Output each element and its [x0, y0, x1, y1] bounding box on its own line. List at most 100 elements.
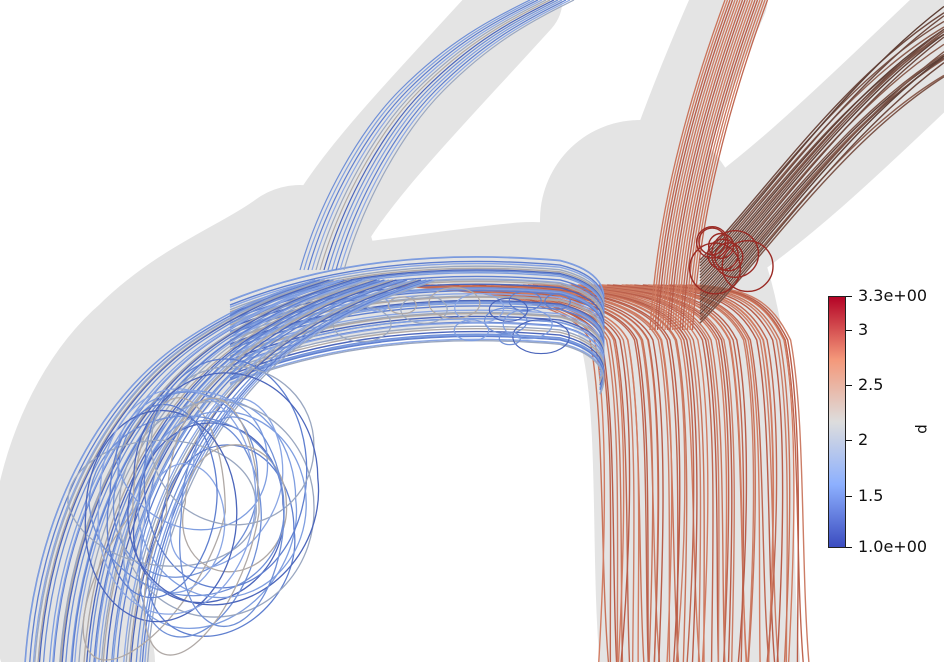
- colorbar: [828, 296, 846, 548]
- streamline: [493, 284, 673, 662]
- streamline: [699, 76, 944, 324]
- streamline: [699, 74, 944, 318]
- streamline: [332, 306, 392, 343]
- streamline: [549, 284, 709, 662]
- streamline: [97, 387, 257, 615]
- colorbar-min-label: 1.0e+00: [858, 537, 928, 556]
- colorbar-tick: [846, 496, 852, 497]
- streamline: [38, 279, 330, 662]
- streamline: [684, 0, 761, 331]
- streamline: [319, 0, 551, 271]
- streamline: [323, 0, 555, 271]
- streamline: [707, 232, 735, 260]
- streamline: [688, 242, 742, 295]
- streamline: [229, 340, 605, 395]
- streamline: [699, 51, 944, 312]
- streamline: [674, 284, 789, 662]
- colorbar-max-label: 3.3e+00: [858, 286, 928, 305]
- streamline: [84, 409, 238, 623]
- streamline: [661, 0, 739, 331]
- streamline: [118, 400, 315, 618]
- streamline: [685, 284, 795, 662]
- colorbar-tick: [846, 385, 852, 386]
- streamline: [315, 0, 547, 271]
- streamline: [699, 33, 944, 291]
- streamline: [516, 284, 688, 662]
- streamline: [144, 279, 436, 662]
- streamline: [587, 284, 733, 662]
- streamline: [137, 410, 307, 599]
- streamline: [472, 284, 660, 662]
- colorbar-tick: [846, 547, 852, 548]
- streamline: [24, 279, 316, 662]
- streamline: [699, 43, 944, 294]
- streamline: [169, 397, 284, 569]
- streamline: [78, 279, 370, 662]
- streamline: [502, 308, 553, 340]
- streamline: [83, 279, 375, 662]
- colorbar-gradient: [828, 296, 846, 548]
- streamline: [674, 0, 751, 331]
- streamline: [538, 284, 702, 662]
- streamline: [649, 0, 726, 331]
- streamline: [229, 305, 605, 360]
- streamline: [74, 279, 365, 662]
- streamline: [143, 358, 308, 589]
- streamline: [229, 260, 605, 316]
- streamline: [135, 279, 427, 662]
- colorbar-tick-label: 2.5: [858, 375, 884, 394]
- streamline: [679, 284, 791, 662]
- colorbar-tick-label: 3: [858, 320, 869, 339]
- streamline: [711, 230, 760, 279]
- streamline: [387, 296, 417, 315]
- streamline: [714, 242, 744, 272]
- streamline: [143, 397, 260, 656]
- streamline: [483, 307, 528, 335]
- streamline: [686, 0, 764, 331]
- streamline: [147, 279, 438, 662]
- streamline: [116, 279, 408, 662]
- streamline: [331, 0, 563, 271]
- streamline: [229, 328, 605, 383]
- streamline: [661, 284, 778, 662]
- streamline: [48, 279, 340, 662]
- streamline: [303, 0, 535, 271]
- streamline: [127, 372, 320, 606]
- streamline: [669, 0, 746, 331]
- streamline: [65, 279, 357, 662]
- streamline: [699, 53, 944, 300]
- streamline: [61, 279, 353, 662]
- streamline: [365, 296, 390, 312]
- streamline: [454, 292, 505, 324]
- streamline: [181, 444, 288, 573]
- streamline: [681, 0, 759, 331]
- streamline: [543, 284, 705, 662]
- streamline: [229, 256, 605, 311]
- streamline: [307, 0, 539, 271]
- streamline: [139, 279, 431, 662]
- streamline: [659, 0, 736, 331]
- streamline: [130, 279, 422, 662]
- streamline: [178, 415, 285, 628]
- streamline: [664, 0, 741, 331]
- streamline: [556, 284, 714, 662]
- streamline: [698, 227, 727, 256]
- streamline: [651, 0, 729, 331]
- streamline: [102, 279, 394, 662]
- streamline: [699, 62, 944, 321]
- streamline: [335, 0, 567, 271]
- streamline: [566, 284, 720, 662]
- streamline: [229, 312, 605, 368]
- streamline: [439, 284, 640, 662]
- streamline: [666, 0, 744, 331]
- streamline: [150, 365, 315, 526]
- streamline: [698, 284, 810, 662]
- streamline: [693, 284, 800, 662]
- streamline: [570, 284, 726, 662]
- streamline: [679, 0, 756, 331]
- streamline: [141, 279, 433, 662]
- streamline: [106, 403, 218, 599]
- streamline: [229, 315, 605, 371]
- streamline: [29, 279, 320, 662]
